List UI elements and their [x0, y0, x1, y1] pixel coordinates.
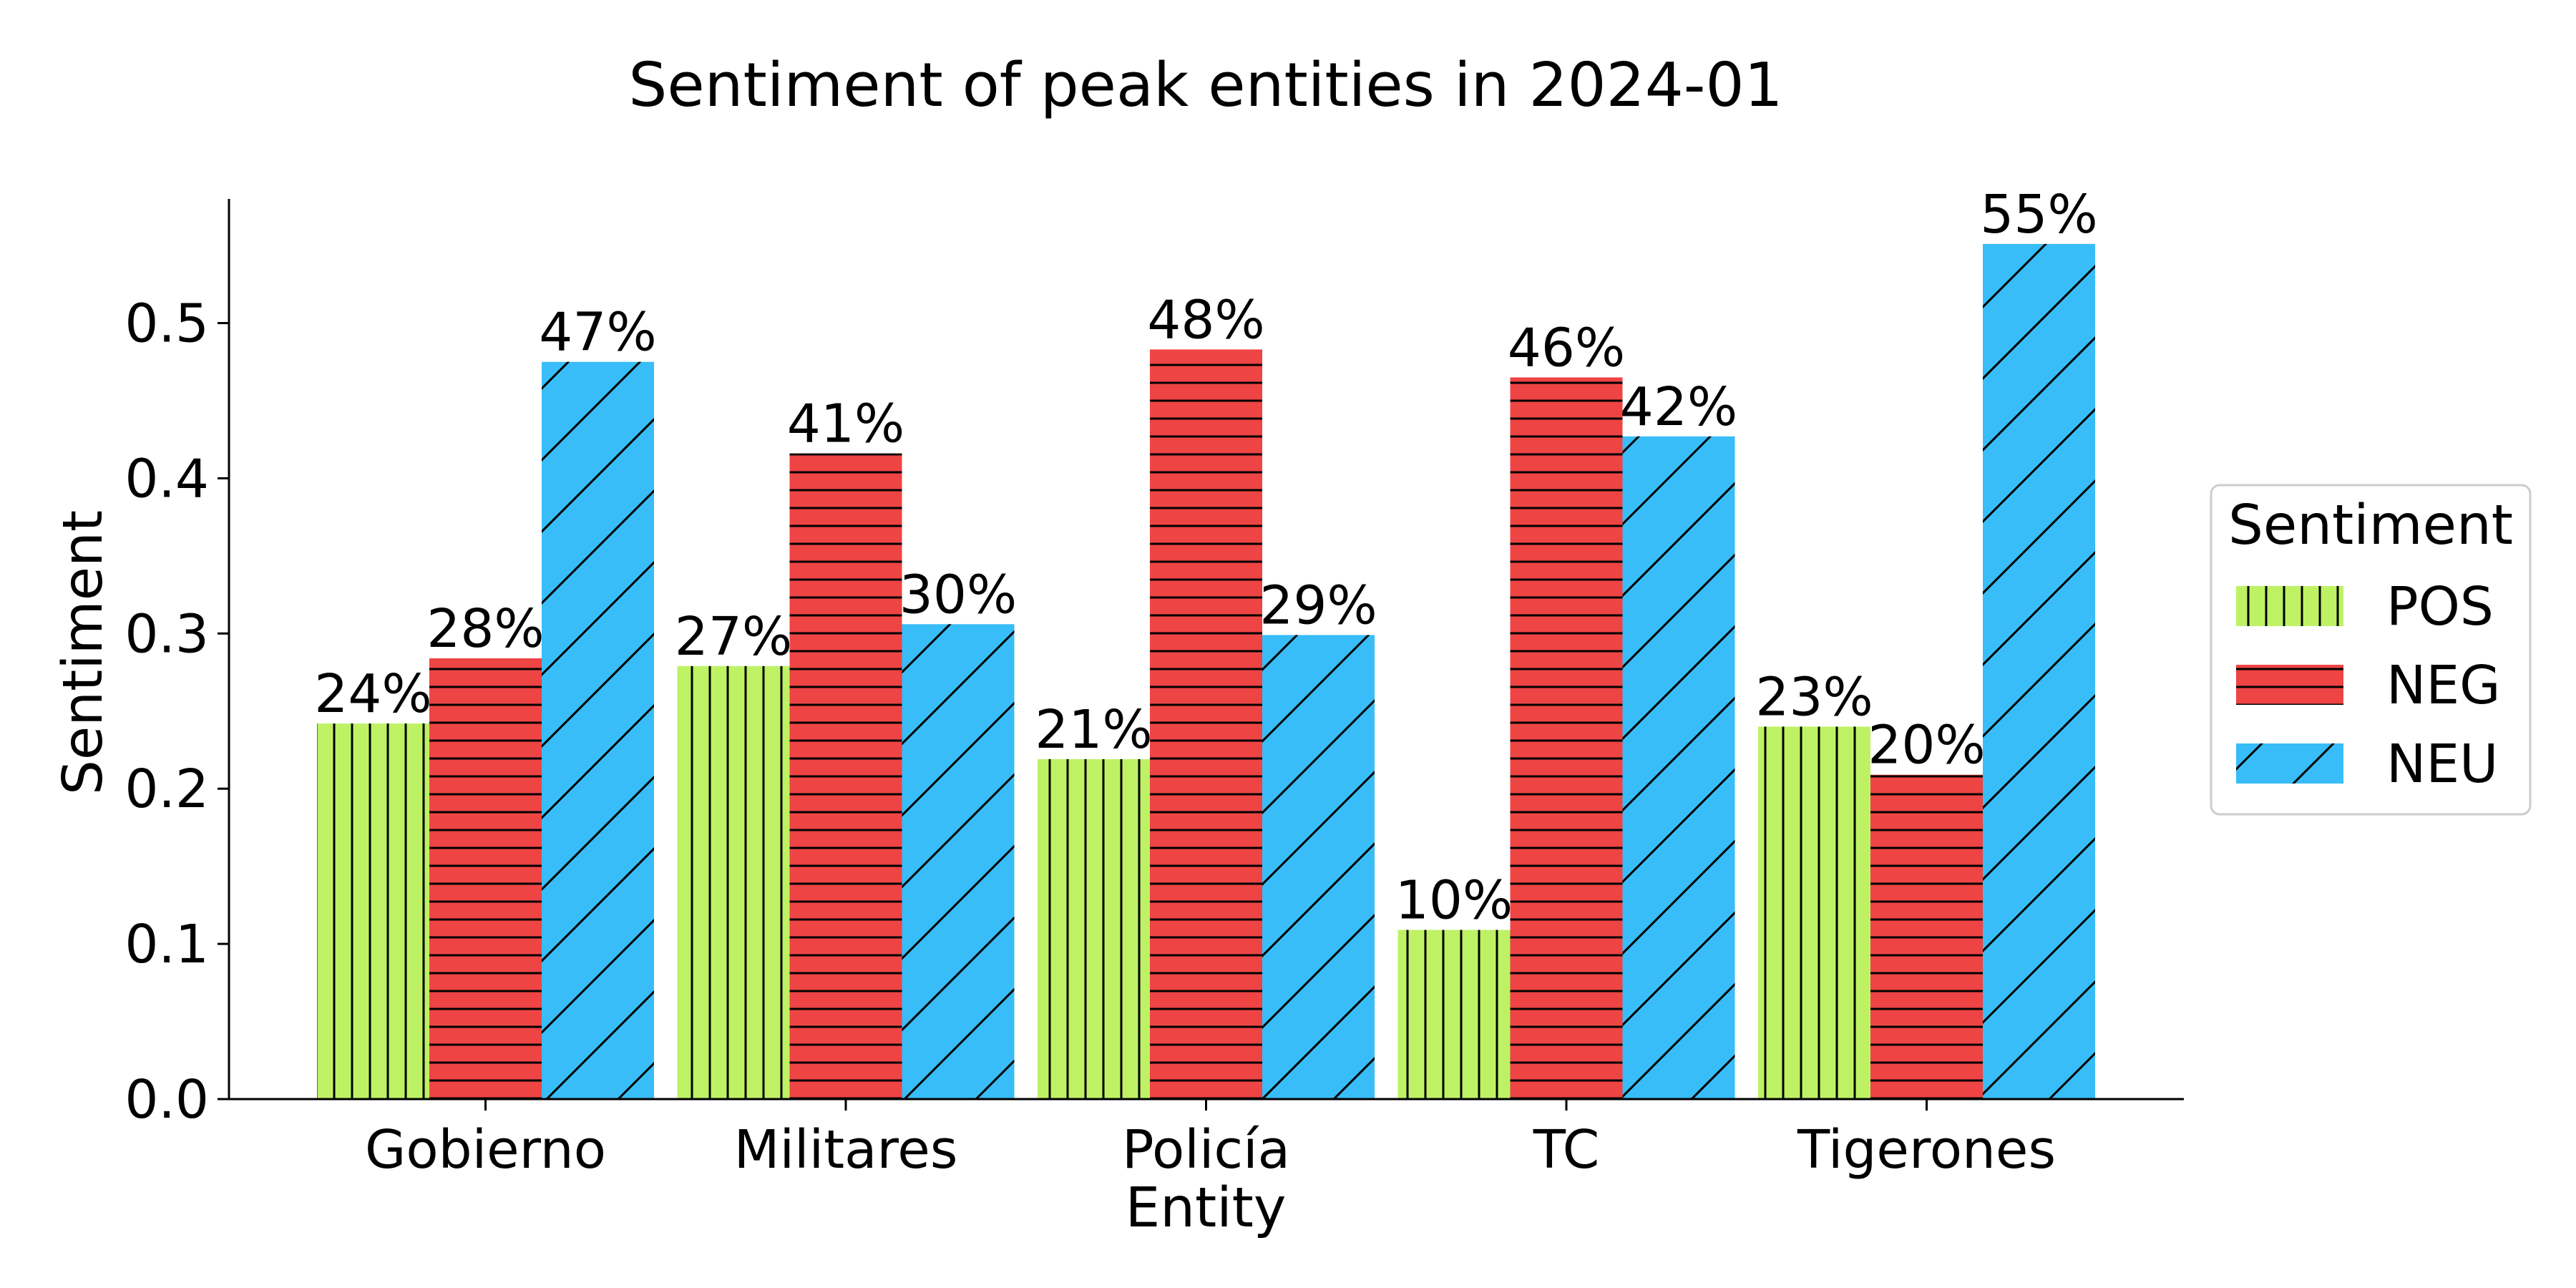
bar-tigerones-pos — [1758, 726, 1870, 1099]
legend-label: NEG — [2386, 655, 2500, 716]
bar-policia-neg — [1150, 349, 1262, 1099]
data-label-tc-neu: 42% — [1620, 376, 1737, 438]
bar-gobierno-neg — [429, 658, 542, 1099]
y-axis-label: Sentiment — [52, 510, 115, 795]
bar-tc-neg — [1511, 377, 1623, 1099]
y-tick-label: 0.5 — [125, 293, 209, 355]
data-label-tigerones-neg: 20% — [1868, 715, 1985, 776]
legend-label: POS — [2386, 576, 2494, 638]
data-label-gobierno-neg: 28% — [426, 598, 544, 660]
y-tick-label: 0.4 — [125, 448, 209, 509]
x-tick-label: Militares — [734, 1119, 958, 1181]
legend-title: Sentiment — [2228, 494, 2513, 557]
data-label-gobierno-neu: 47% — [539, 302, 656, 364]
data-label-policia-pos: 21% — [1035, 699, 1152, 761]
y-ticks-group: 0.0 0.1 0.2 0.3 0.4 0.5 — [125, 293, 229, 1131]
bar-tc-neu — [1623, 436, 1735, 1099]
data-label-militares-pos: 27% — [675, 606, 792, 668]
data-label-gobierno-pos: 24% — [314, 663, 431, 725]
bar-gobierno-pos — [317, 723, 429, 1099]
data-label-tigerones-neu: 55% — [1980, 184, 2097, 245]
bar-tc-pos — [1398, 930, 1511, 1099]
x-tick-label: Policía — [1122, 1119, 1290, 1181]
bar-tigerones-neu — [1983, 244, 2095, 1099]
bar-gobierno-neu — [542, 362, 654, 1099]
y-tick-label: 0.0 — [125, 1069, 209, 1131]
bar-militares-pos — [678, 666, 790, 1099]
x-axis-label: Entity — [1126, 1176, 1287, 1240]
x-tick-label: Tigerones — [1797, 1119, 2056, 1181]
y-tick-label: 0.2 — [125, 758, 209, 820]
data-label-militares-neg: 41% — [787, 394, 904, 455]
legend-label: NEU — [2386, 733, 2498, 795]
data-label-tc-pos: 10% — [1395, 870, 1513, 932]
bar-militares-neg — [790, 454, 902, 1099]
data-label-policia-neg: 48% — [1147, 289, 1264, 351]
legend: Sentiment POS NEG NEU — [2211, 485, 2530, 814]
data-label-tigerones-pos: 23% — [1755, 666, 1873, 728]
bar-tigerones-neg — [1870, 775, 1983, 1099]
data-label-militares-neu: 30% — [899, 564, 1017, 625]
data-label-policia-neu: 29% — [1259, 575, 1377, 636]
bar-policia-pos — [1038, 759, 1150, 1099]
x-tick-label: TC — [1533, 1119, 1600, 1181]
chart-title: Sentiment of peak entities in 2024-01 — [628, 50, 1782, 121]
x-ticks-group: Gobierno Militares Policía TC Tigerones — [365, 1099, 2056, 1181]
data-label-tc-neg: 46% — [1508, 317, 1625, 379]
bar-policia-neu — [1262, 635, 1375, 1099]
bar-militares-neu — [902, 624, 1015, 1099]
y-tick-label: 0.1 — [125, 914, 209, 975]
x-tick-label: Gobierno — [365, 1119, 606, 1181]
y-tick-label: 0.3 — [125, 603, 209, 665]
